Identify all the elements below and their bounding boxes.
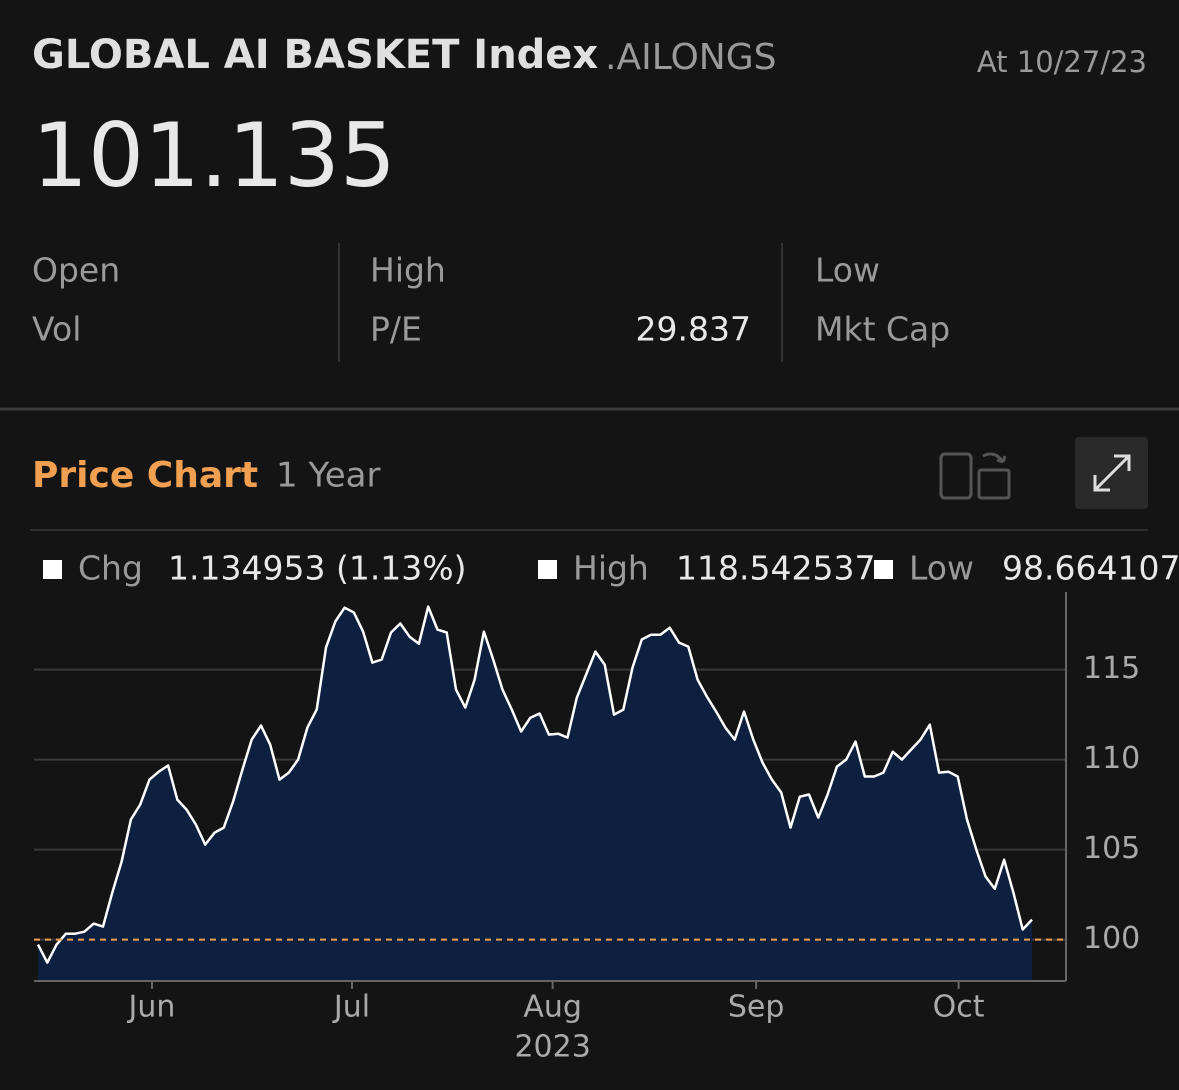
- legend-high-label: High: [573, 549, 649, 588]
- legend-swatch: [874, 560, 893, 579]
- y-tick-label: 110: [1083, 741, 1140, 776]
- legend-chg-value: 1.134953 (1.13%): [168, 549, 467, 588]
- y-tick-label: 115: [1083, 651, 1140, 686]
- y-tick-label: 100: [1083, 921, 1140, 956]
- plot: 100 105 110 115 Jun Jul Aug Sep Oct 2023: [34, 592, 1140, 1065]
- pe-value: 29.837: [636, 310, 751, 349]
- low-label: Low: [815, 251, 880, 290]
- pe-label: P/E: [370, 310, 422, 349]
- price: 101.135: [32, 104, 396, 207]
- high-label: High: [370, 251, 446, 290]
- legend-low-label: Low: [909, 549, 974, 588]
- date: At 10/27/23: [977, 45, 1147, 79]
- legend-high-value: 118.542537: [676, 549, 875, 588]
- ticker: .AILONGS: [605, 37, 776, 78]
- period: 1 Year: [276, 456, 380, 496]
- x-tick-label: Jun: [127, 990, 176, 1025]
- area: [38, 606, 1032, 981]
- price-line: [36, 605, 1033, 964]
- x-tick-label: Aug: [523, 990, 582, 1025]
- index-title: GLOBAL AI BASKET Index: [32, 32, 598, 78]
- x-tick-label: Oct: [933, 990, 985, 1025]
- legend-low-value: 98.664107: [1002, 549, 1179, 588]
- y-tick-label: 105: [1083, 831, 1140, 866]
- chart-title: Price Chart: [32, 455, 258, 496]
- rotate-icon[interactable]: [939, 452, 1011, 500]
- legend-swatch: [43, 560, 62, 579]
- legend-chg-label: Chg: [78, 549, 143, 588]
- x-tick-label: Sep: [728, 990, 785, 1025]
- vol-label: Vol: [32, 310, 81, 349]
- mkt-cap-label: Mkt Cap: [815, 310, 950, 349]
- open-label: Open: [32, 251, 120, 290]
- expand-icon: [1093, 454, 1131, 492]
- x-axis-label: 2023: [514, 1030, 590, 1065]
- x-tick-label: Jul: [332, 990, 370, 1025]
- legend-swatch: [538, 560, 557, 579]
